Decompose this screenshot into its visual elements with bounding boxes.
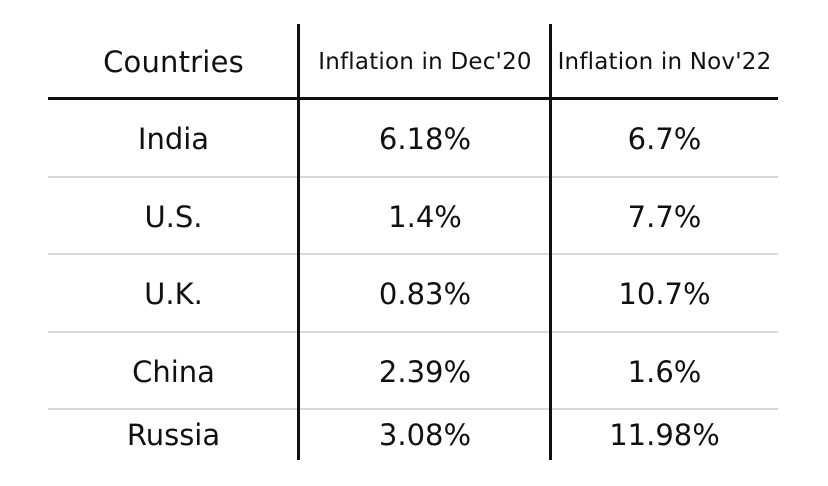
inflation-value-cell: 10.7% bbox=[618, 277, 711, 311]
country-cell: China bbox=[132, 354, 215, 389]
inflation-value-cell: 11.98% bbox=[609, 418, 720, 452]
row-divider bbox=[48, 253, 778, 255]
inflation-value-cell: 6.18% bbox=[378, 121, 472, 156]
column-divider bbox=[549, 24, 552, 460]
country-cell: U.K. bbox=[144, 277, 203, 311]
header-nov22-column: Inflation in Nov'22 bbox=[557, 48, 772, 75]
country-cell: Russia bbox=[126, 418, 221, 452]
row-divider bbox=[48, 331, 778, 333]
column-divider bbox=[297, 24, 300, 460]
inflation-table: Countries Inflation in Dec'20 Inflation in… bbox=[48, 24, 778, 460]
inflation-value-cell: 6.7% bbox=[627, 121, 702, 156]
header-countries-column: Countries bbox=[103, 44, 244, 79]
inflation-value-cell: 7.7% bbox=[627, 199, 702, 234]
row-divider bbox=[48, 408, 778, 410]
inflation-value-cell: 3.08% bbox=[378, 418, 472, 452]
header-divider bbox=[48, 97, 778, 100]
inflation-value-cell: 1.4% bbox=[388, 199, 462, 234]
inflation-value-cell: 2.39% bbox=[378, 354, 472, 389]
country-cell: India bbox=[137, 121, 210, 156]
country-cell: U.S. bbox=[144, 199, 203, 234]
inflation-value-cell: 0.83% bbox=[378, 277, 472, 311]
inflation-value-cell: 1.6% bbox=[627, 354, 702, 389]
row-divider bbox=[48, 176, 778, 178]
header-dec20-column: Inflation in Dec'20 bbox=[318, 48, 532, 75]
